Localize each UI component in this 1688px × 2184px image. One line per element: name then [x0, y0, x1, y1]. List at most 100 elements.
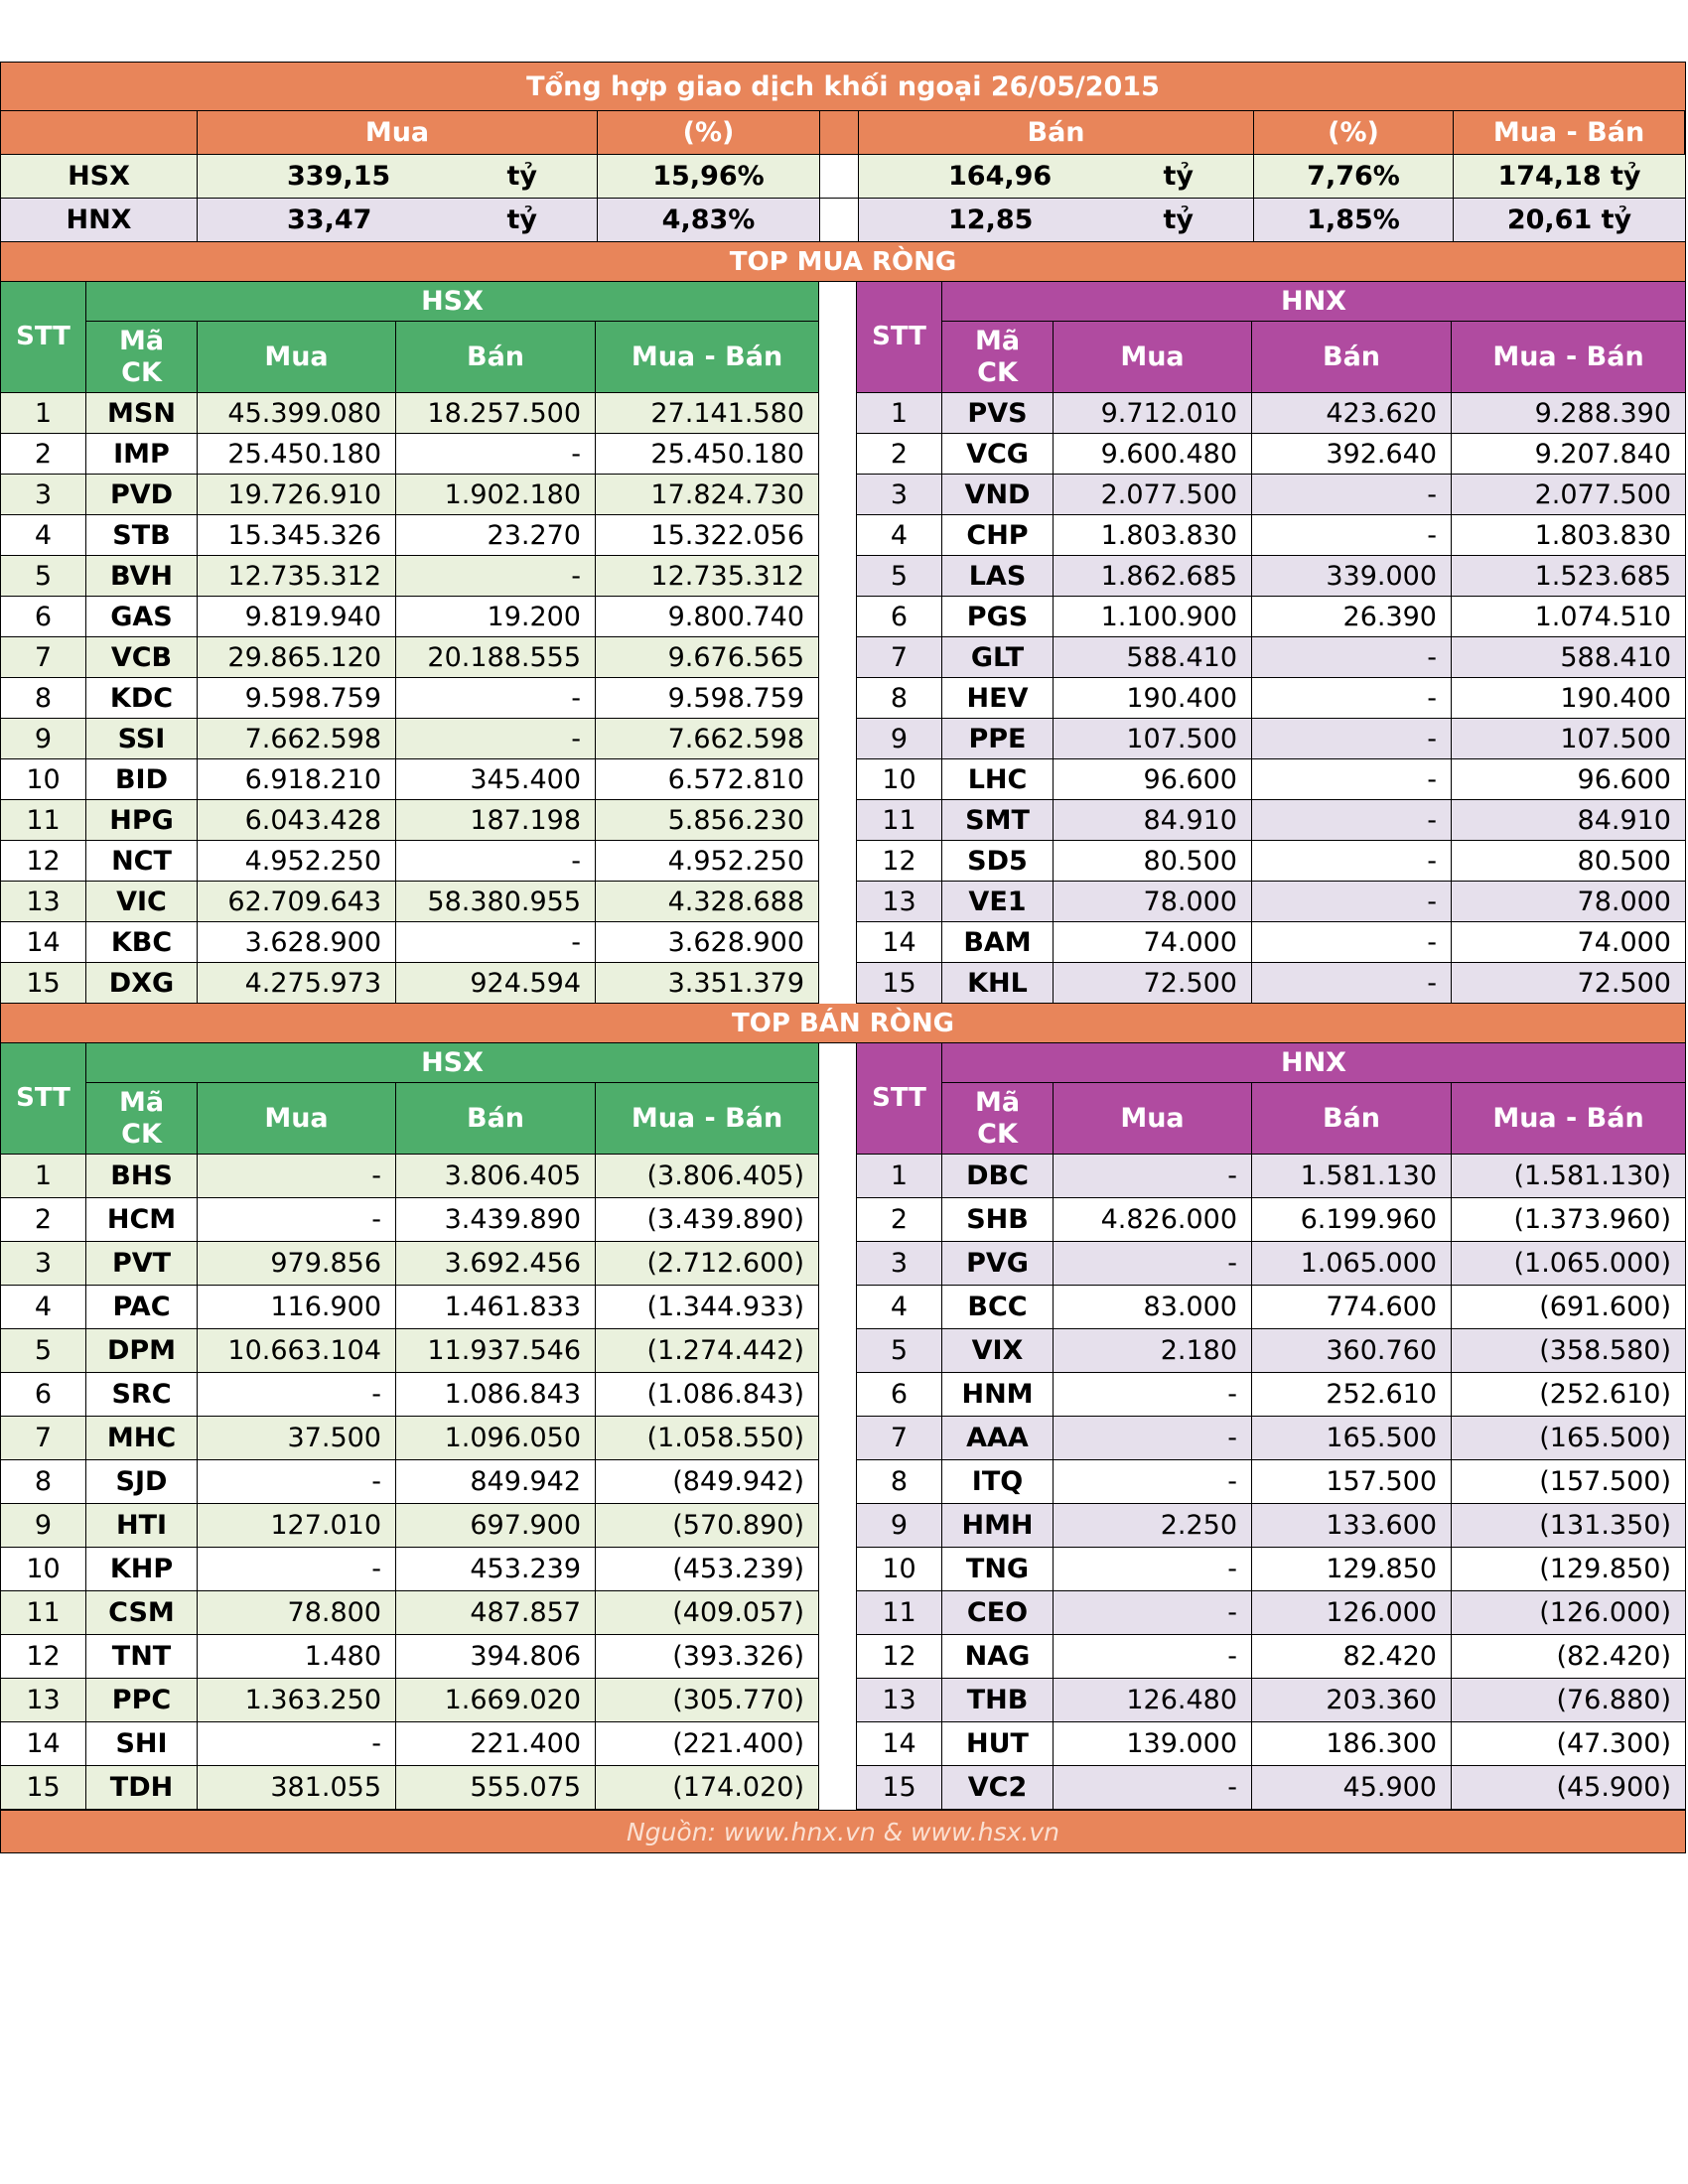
- table-row: 8 KDC 9.598.759-9.598.759: [1, 678, 818, 719]
- table-row: 2 VCG 9.600.480 392.640 9.207.840: [857, 434, 1685, 475]
- cell-ticker: DPM: [86, 1329, 198, 1372]
- hnx-exchange-label: HNX: [942, 1043, 1685, 1083]
- cell-net: 190.400: [1560, 682, 1671, 714]
- table-row: 9 PPE 107.500-107.500: [857, 719, 1685, 759]
- cell-ban: -: [396, 841, 596, 881]
- cell-ban: 1.902.180: [396, 475, 596, 514]
- cell-ticker: NAG: [942, 1635, 1054, 1678]
- cell-ban: 3.806.405: [396, 1155, 596, 1197]
- cell-ban: 924.594: [396, 963, 596, 1003]
- cell-ban: 453.239: [396, 1548, 596, 1590]
- cell-mua: -: [1054, 1635, 1252, 1678]
- cell-stt: 3: [1, 1242, 86, 1285]
- top-sell-tables: HSX STT Mã CK Mua Bán Mua - Bán 1 BHS -3.806.405…: [1, 1043, 1685, 1810]
- cell-stt: 12: [857, 841, 942, 881]
- top-buy-title: TOP MUA RÒNG: [1, 242, 1685, 282]
- cell-net: 9.207.840: [1534, 438, 1671, 470]
- cell-mua: -: [1054, 1766, 1252, 1809]
- cell-net: 1.074.510: [1534, 601, 1671, 632]
- cell-mua: 12.735.312: [198, 556, 396, 596]
- cell-mua: 1.803.830: [1054, 515, 1252, 555]
- column-header-stt: STT: [857, 282, 942, 392]
- summary-unit: tỷ: [1163, 205, 1194, 235]
- cell-stt: 8: [857, 678, 942, 718]
- column-header-stt: STT: [1, 1043, 86, 1154]
- table-row: 13 VE1 78.000-78.000: [857, 882, 1685, 922]
- table-row: 13 THB 126.480 203.360 (76.880): [857, 1679, 1685, 1722]
- cell-ticker: GAS: [86, 597, 198, 636]
- cell-net: (1.086.843): [646, 1379, 804, 1410]
- cell-stt: 15: [1, 963, 86, 1003]
- cell-mua: -: [198, 1155, 396, 1197]
- column-header-ma: Mã CK: [86, 1083, 198, 1154]
- summary-ban-pct: 1,85%: [1254, 199, 1454, 241]
- cell-mua: -: [1054, 1460, 1252, 1503]
- hsx-table-header: HSX STT Mã CK Mua Bán Mua - Bán: [1, 282, 818, 393]
- source-footer: Nguồn: www.hnx.vn & www.hsx.vn: [1, 1810, 1685, 1853]
- table-row: 1 MSN 45.399.080 18.257.500 27.141.580: [1, 393, 818, 434]
- hnx-table-body: 1 PVS 9.712.010 423.620 9.288.390 2 VCG 9.600.4…: [857, 393, 1685, 1004]
- table-row: 9 HMH 2.250 133.600 (131.350): [857, 1504, 1685, 1548]
- cell-ticker: SMT: [942, 800, 1054, 840]
- table-row: 6 GAS 9.819.940 19.200 9.800.740: [1, 597, 818, 637]
- cell-ticker: VC2: [942, 1766, 1054, 1809]
- hnx-table-header: HNX STT Mã CK Mua Bán Mua - Bán: [857, 1043, 1685, 1155]
- table-row: 14 KBC 3.628.900-3.628.900: [1, 922, 818, 963]
- column-header-net: Mua - Bán: [1492, 341, 1644, 372]
- summary-mua-value: 339,15: [287, 161, 391, 192]
- cell-net: (3.806.405): [646, 1160, 804, 1191]
- table-row: 6 PGS 1.100.900 26.390 1.074.510: [857, 597, 1685, 637]
- cell-net: (1.274.442): [646, 1335, 804, 1366]
- cell-stt: 10: [1, 759, 86, 799]
- cell-ticker: HUT: [942, 1722, 1054, 1765]
- cell-net: (252.610): [1539, 1379, 1671, 1410]
- cell-ban: 129.850: [1252, 1548, 1452, 1590]
- cell-ban: -: [1252, 882, 1452, 921]
- cell-net: (3.439.890): [646, 1204, 804, 1235]
- cell-stt: 1: [1, 393, 86, 433]
- cell-stt: 1: [857, 1155, 942, 1197]
- column-header-ban: Bán: [1252, 322, 1452, 392]
- cell-stt: 2: [1, 1198, 86, 1241]
- cell-net: 72.500: [1577, 967, 1671, 999]
- cell-mua: 9.712.010: [1054, 393, 1252, 433]
- hnx-table: HNX STT Mã CK Mua Bán Mua - Bán 1 DBC -1.581.130…: [857, 1043, 1685, 1810]
- cell-net: (849.942): [672, 1466, 804, 1497]
- cell-mua: 116.900: [198, 1286, 396, 1328]
- cell-stt: 12: [1, 841, 86, 881]
- cell-ticker: KHL: [942, 963, 1054, 1003]
- cell-stt: 13: [857, 882, 942, 921]
- column-header-ban: Bán: [396, 322, 596, 392]
- summary-ban-value: 12,85: [948, 205, 1034, 235]
- table-row: 7 GLT 588.410-588.410: [857, 637, 1685, 678]
- table-row: 15 KHL 72.500-72.500: [857, 963, 1685, 1004]
- cell-mua: -: [1054, 1373, 1252, 1416]
- table-row: 8 ITQ -157.500 (157.500): [857, 1460, 1685, 1504]
- cell-net: 25.450.180: [650, 438, 804, 470]
- cell-mua: 1.363.250: [198, 1679, 396, 1721]
- column-header-ma: Mã CK: [942, 322, 1054, 392]
- table-row: 4 PAC 116.900 1.461.833 (1.344.933): [1, 1286, 818, 1329]
- cell-mua: 78.800: [198, 1591, 396, 1634]
- cell-mua: 190.400: [1054, 678, 1252, 718]
- cell-ban: 11.937.546: [396, 1329, 596, 1372]
- cell-stt: 3: [857, 1242, 942, 1285]
- cell-ticker: KBC: [86, 922, 198, 962]
- cell-ticker: PVG: [942, 1242, 1054, 1285]
- cell-stt: 14: [857, 1722, 942, 1765]
- table-row: 1 BHS -3.806.405 (3.806.405): [1, 1155, 818, 1198]
- cell-ticker: BHS: [86, 1155, 198, 1197]
- cell-net: 6.572.810: [667, 763, 804, 795]
- cell-ban: -: [1252, 963, 1452, 1003]
- cell-net: 4.952.250: [667, 845, 804, 877]
- hnx-table: HNX STT Mã CK Mua Bán Mua - Bán 1 PVS 9.712.010 4…: [857, 282, 1685, 1004]
- cell-net: 9.800.740: [667, 601, 804, 632]
- cell-ticker: PPC: [86, 1679, 198, 1721]
- hsx-exchange-label: HSX: [86, 282, 818, 322]
- cell-mua: -: [1054, 1417, 1252, 1459]
- cell-ban: 849.942: [396, 1460, 596, 1503]
- cell-ticker: PPE: [942, 719, 1054, 758]
- cell-ticker: VND: [942, 475, 1054, 514]
- table-row: 6 HNM -252.610 (252.610): [857, 1373, 1685, 1417]
- cell-ban: 187.198: [396, 800, 596, 840]
